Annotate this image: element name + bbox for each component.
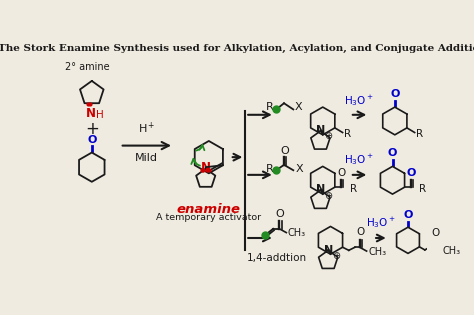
Text: R: R [419,184,427,194]
Text: O: O [87,135,97,145]
Text: R: R [344,129,351,139]
Text: O: O [356,227,365,237]
Text: ⊕: ⊕ [332,251,340,261]
Text: R: R [416,129,423,139]
Text: O: O [337,168,346,178]
Text: R: R [265,102,273,112]
Text: X: X [295,102,302,112]
FancyArrowPatch shape [191,159,200,166]
Text: O: O [281,146,289,156]
Text: N: N [316,125,325,135]
Text: CH₃: CH₃ [443,246,461,256]
Text: O: O [407,168,416,178]
Text: N: N [316,185,325,194]
Text: ⊕: ⊕ [324,131,332,141]
Text: O: O [276,209,284,219]
Text: N: N [86,107,96,120]
Text: H: H [96,110,103,120]
Text: O: O [388,148,397,158]
Text: X: X [296,164,303,174]
Text: N: N [324,244,333,255]
Text: CH₃: CH₃ [368,247,386,257]
Text: N: N [201,161,211,174]
Text: A temporary activator: A temporary activator [156,213,261,222]
Text: O: O [403,209,413,220]
Text: CH₃: CH₃ [288,228,306,238]
Text: enamine: enamine [177,203,241,215]
Text: O: O [431,228,440,238]
Text: R: R [265,164,273,174]
Text: 2° amine: 2° amine [65,62,110,72]
Text: R: R [349,184,356,194]
Text: O: O [390,89,400,99]
Text: H$_3$O$^+$: H$_3$O$^+$ [344,152,374,167]
Text: +: + [85,120,99,138]
Text: ⊕: ⊕ [324,191,332,201]
Text: H$^+$: H$^+$ [138,121,155,136]
Text: H$_3$O$^+$: H$_3$O$^+$ [366,215,396,230]
Text: 1,4-addtion: 1,4-addtion [247,253,307,263]
FancyArrowPatch shape [196,145,204,151]
Text: Mild: Mild [135,153,158,163]
Text: H$_3$O$^+$: H$_3$O$^+$ [344,93,374,108]
Text: The Stork Enamine Synthesis used for Alkylation, Acylation, and Conjugate Additi: The Stork Enamine Synthesis used for Alk… [0,44,474,53]
